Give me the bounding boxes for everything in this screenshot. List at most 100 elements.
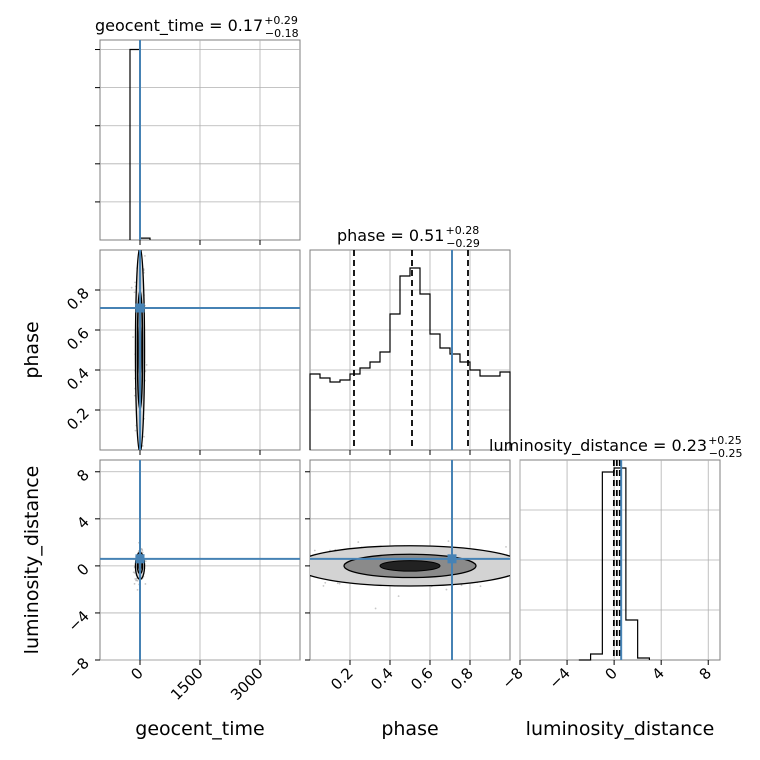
scatter-geocent_time-phase-point: [133, 394, 136, 397]
scatter-phase-luminosity_distance-point: [551, 561, 553, 563]
scatter-geocent_time-phase-point: [137, 463, 139, 465]
scatter-phase-luminosity_distance-point: [295, 581, 297, 583]
scatter-geocent_time-luminosity_distance-yticklabel-0: −8: [64, 654, 92, 682]
scatter-phase-luminosity_distance-point: [308, 583, 310, 585]
scatter-phase-luminosity_distance-xticklabel-3: 0.8: [447, 664, 477, 694]
scatter-phase-luminosity_distance-point: [550, 560, 552, 562]
scatter-phase-luminosity_distance-point: [530, 543, 532, 545]
scatter-phase-luminosity_distance-point: [460, 584, 463, 587]
scatter-phase-luminosity_distance-xticklabel-1: 0.4: [367, 664, 397, 694]
scatter-phase-luminosity_distance-point: [336, 582, 339, 585]
scatter-phase-luminosity_distance-point: [522, 575, 524, 577]
scatter-geocent_time-phase-point: [130, 286, 133, 289]
scatter-geocent_time-phase-point: [146, 457, 148, 459]
scatter-phase-luminosity_distance-point: [284, 569, 286, 571]
scatter-geocent_time-luminosity_distance-point: [144, 560, 147, 563]
scatter-geocent_time-phase-point: [133, 291, 136, 294]
hist-luminosity_distance-bars: [578, 467, 651, 661]
scatter-geocent_time-luminosity_distance-yticklabel-1: −4: [64, 607, 92, 635]
title-geocent_time: geocent_time = 0.17+0.29 −0.18: [95, 14, 299, 40]
scatter-phase-luminosity_distance-point: [552, 564, 554, 566]
scatter-phase-luminosity_distance-point: [296, 564, 298, 566]
title-luminosity_distance: luminosity_distance = 0.23+0.25 −0.25: [489, 434, 743, 460]
scatter-geocent_time-phase-point: [137, 245, 139, 247]
scatter-phase-luminosity_distance-point: [324, 581, 327, 584]
scatter-geocent_time-phase-point: [144, 255, 146, 257]
hist-luminosity_distance-xticklabel-3: 4: [649, 664, 668, 683]
scatter-phase-luminosity_distance-point: [447, 540, 450, 543]
scatter-geocent_time-phase-point: [141, 224, 143, 226]
scatter-phase-luminosity_distance-contour-inner: [379, 560, 441, 572]
ylabel-phase: phase: [21, 321, 43, 378]
scatter-phase-luminosity_distance-point: [357, 541, 360, 543]
scatter-phase-luminosity_distance-point: [511, 565, 513, 567]
ylabel-luminosity_distance: luminosity_distance: [21, 466, 43, 655]
scatter-phase-luminosity_distance-point: [397, 595, 400, 597]
scatter-geocent_time-luminosity_distance-xticklabel-2: 3000: [227, 664, 267, 704]
scatter-geocent_time-phase-yticklabel-0: 0.2: [63, 404, 93, 434]
scatter-phase-luminosity_distance-point: [260, 578, 262, 580]
scatter-geocent_time-luminosity_distance-truth-marker: [135, 554, 145, 564]
scatter-phase-luminosity_distance-point: [552, 583, 554, 585]
scatter-phase-luminosity_distance-truth-marker: [447, 554, 457, 564]
scatter-phase-luminosity_distance-point: [338, 582, 341, 585]
scatter-geocent_time-phase-yticklabel-3: 0.8: [63, 284, 93, 314]
scatter-geocent_time-phase-point: [137, 474, 139, 476]
scatter-geocent_time-luminosity_distance-point: [144, 583, 147, 585]
scatter-geocent_time-phase-point: [132, 336, 134, 338]
xlabel-phase: phase: [381, 718, 438, 740]
scatter-geocent_time-luminosity_distance-point: [135, 579, 138, 582]
scatter-phase-luminosity_distance-point: [308, 553, 310, 555]
hist-phase-bars: [309, 267, 511, 450]
hist-luminosity_distance-xticklabel-1: −4: [546, 664, 574, 692]
scatter-geocent_time-phase-point: [141, 445, 144, 447]
scatter-geocent_time-phase-truth-marker: [135, 303, 145, 313]
scatter-phase-luminosity_distance-point: [537, 572, 539, 574]
xlabel-luminosity_distance: luminosity_distance: [526, 718, 715, 740]
scatter-phase-luminosity_distance-xticklabel-0: 0.2: [327, 664, 357, 694]
scatter-geocent_time-phase-point: [136, 232, 138, 234]
scatter-phase-luminosity_distance-point: [307, 575, 309, 577]
scatter-phase-luminosity_distance-xticklabel-2: 0.6: [407, 664, 437, 694]
xlabel-geocent_time: geocent_time: [135, 718, 264, 740]
scatter-geocent_time-luminosity_distance-yticklabel-4: 8: [73, 466, 92, 485]
scatter-phase-luminosity_distance-point: [514, 572, 516, 574]
scatter-phase-luminosity_distance-point: [479, 585, 482, 588]
title-phase: phase = 0.51+0.28 −0.29: [337, 224, 480, 250]
scatter-geocent_time-phase-yticklabel-1: 0.4: [63, 364, 93, 394]
scatter-phase-luminosity_distance-point: [445, 588, 448, 591]
scatter-phase-luminosity_distance-layer: [234, 540, 601, 610]
scatter-geocent_time-phase-point: [143, 435, 145, 438]
scatter-geocent_time-luminosity_distance-point: [141, 551, 144, 554]
data-layers: [100, 40, 651, 661]
scatter-geocent_time-phase-point: [145, 364, 148, 366]
scatter-phase-luminosity_distance-point: [514, 570, 516, 572]
hist-luminosity_distance-xticklabel-2: 0: [601, 664, 620, 683]
scatter-geocent_time-luminosity_distance-xticklabel-1: 1500: [167, 664, 207, 704]
scatter-phase-luminosity_distance-point: [532, 561, 534, 563]
scatter-geocent_time-phase-point: [141, 461, 143, 463]
hist-luminosity_distance-xticklabel-0: −8: [498, 664, 526, 692]
scatter-phase-luminosity_distance-point: [252, 553, 254, 555]
hist-luminosity_distance-xticklabel-4: 8: [696, 664, 715, 683]
scatter-geocent_time-luminosity_distance-yticklabel-2: 0: [73, 560, 92, 579]
scatter-geocent_time-phase-point: [134, 429, 137, 432]
scatter-geocent_time-phase-point: [134, 281, 136, 284]
scatter-geocent_time-luminosity_distance-yticklabel-3: 4: [73, 513, 92, 532]
scatter-phase-luminosity_distance-point: [599, 557, 601, 559]
scatter-geocent_time-luminosity_distance-point: [134, 578, 137, 580]
scatter-phase-luminosity_distance-point: [505, 545, 507, 548]
scatter-phase-luminosity_distance-point: [280, 571, 282, 573]
scatter-geocent_time-luminosity_distance-point: [141, 549, 144, 552]
scatter-geocent_time-luminosity_distance-xticklabel-0: 0: [127, 664, 146, 683]
scatter-geocent_time-luminosity_distance-point: [136, 588, 139, 591]
scatter-geocent_time-phase-yticklabel-2: 0.6: [63, 324, 93, 354]
scatter-geocent_time-luminosity_distance-point: [133, 582, 136, 585]
scatter-phase-luminosity_distance-point: [313, 549, 316, 552]
scatter-geocent_time-luminosity_distance-point: [133, 571, 136, 574]
scatter-phase-luminosity_distance-point: [234, 563, 236, 565]
scatter-phase-luminosity_distance-point: [540, 557, 542, 559]
scatter-phase-luminosity_distance-point: [374, 607, 377, 610]
frame-hist-phase: [309, 249, 511, 451]
